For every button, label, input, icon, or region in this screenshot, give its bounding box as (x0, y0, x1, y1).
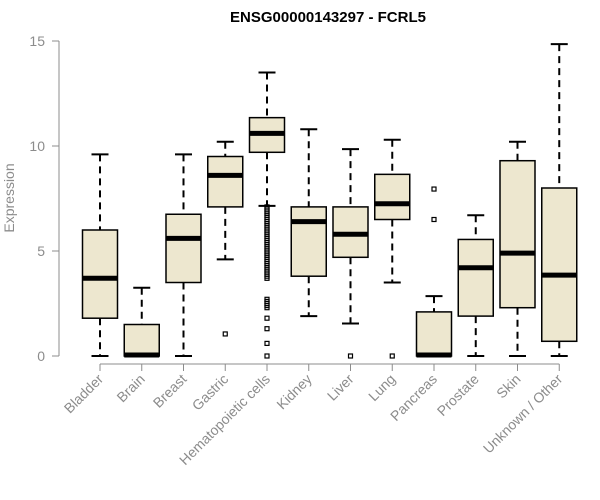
iqr-box (457, 238, 494, 317)
iqr-box (499, 159, 536, 309)
iqr-box (165, 213, 202, 284)
x-tick-label: Prostate (434, 371, 482, 419)
iqr-box (290, 206, 327, 277)
y-tick-label: 5 (37, 243, 45, 259)
outlier-point (264, 275, 270, 281)
x-tick-label: Brain (113, 371, 147, 405)
x-tick-label: Kidney (273, 371, 315, 413)
x-tick-label: Liver (324, 371, 357, 404)
iqr-box (81, 229, 119, 319)
outlier-point (222, 331, 228, 337)
x-tick-label: Skin (493, 371, 524, 402)
x-tick-label: Breast (150, 371, 190, 411)
outlier-point (347, 353, 354, 359)
box-bladder (81, 153, 119, 357)
box-skin (499, 140, 536, 357)
iqr-box (541, 187, 578, 343)
outlier-point (389, 353, 395, 359)
box-unknown-other (541, 43, 578, 357)
x-tick-label: Unknown / Other (480, 371, 566, 457)
y-tick-label: 15 (29, 33, 45, 49)
outlier-point (264, 326, 270, 332)
outlier-point (431, 216, 437, 223)
box-prostate (457, 214, 494, 357)
box-breast (165, 153, 202, 357)
outlier-point (264, 353, 270, 359)
box-liver (332, 148, 369, 359)
y-tick-label: 0 (37, 348, 45, 364)
iqr-box (415, 311, 453, 357)
y-tick-label: 10 (29, 138, 45, 154)
outlier-point (264, 305, 270, 311)
box-pancreas (415, 186, 453, 358)
box-gastric (207, 140, 244, 337)
outlier-point (431, 186, 437, 192)
iqr-box (374, 173, 411, 221)
iqr-box (207, 155, 244, 208)
chart-title: ENSG00000143297 - FCRL5 (230, 9, 426, 26)
box-brain (123, 286, 160, 358)
outlier-point (264, 315, 270, 321)
y-axis: 0 5 10 15 (29, 33, 60, 364)
x-tick-label: Lung (365, 371, 398, 404)
x-tick-label: Bladder (61, 371, 107, 417)
outlier-point (264, 340, 270, 346)
plot-area (81, 43, 578, 359)
y-axis-label: Expression (1, 163, 17, 232)
iqr-box (123, 323, 160, 357)
box-lung (374, 138, 411, 359)
box-kidney (290, 128, 327, 318)
box-hematopoietic-cells (248, 71, 286, 359)
